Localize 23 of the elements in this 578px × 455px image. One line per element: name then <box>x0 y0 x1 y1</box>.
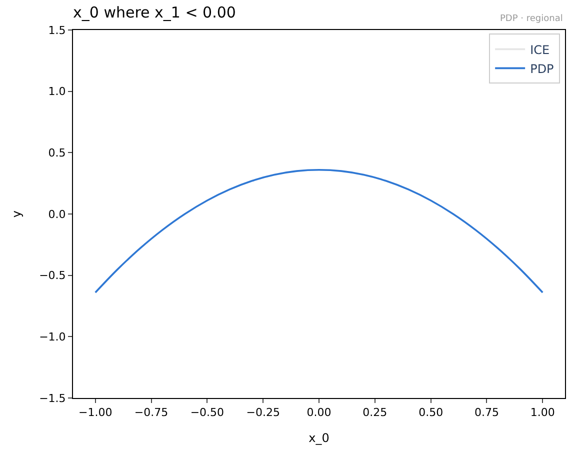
x-tick-label: 0.25 <box>362 406 388 420</box>
y-tick-label: 0.0 <box>48 208 66 221</box>
y-tick-label: 1.5 <box>48 24 66 37</box>
y-axis-title: y <box>9 210 24 218</box>
chart-title: x_0 where x_1 < 0.00 <box>73 3 236 22</box>
legend-label: PDP <box>530 62 554 76</box>
legend-label: ICE <box>530 42 550 57</box>
y-tick-label: −1.0 <box>39 330 66 344</box>
x-tick-label: −0.25 <box>246 406 280 420</box>
x-tick-label: −0.75 <box>134 406 168 420</box>
y-tick-label: −0.5 <box>39 269 66 282</box>
x-axis-title: x_0 <box>308 431 330 446</box>
x-tick-label: 0.00 <box>306 406 332 420</box>
x-tick-label: −1.00 <box>78 406 112 420</box>
y-tick-label: −1.5 <box>39 392 66 405</box>
x-tick-label: 0.50 <box>418 406 444 420</box>
x-tick-label: 1.00 <box>530 406 555 420</box>
line-series <box>94 168 544 294</box>
text: PDP · regional <box>500 14 563 24</box>
x-tick-label: 0.75 <box>474 406 499 420</box>
y-tick-label: 1.0 <box>48 85 66 98</box>
x-tick-label: −0.50 <box>190 406 224 420</box>
y-tick-label: 0.5 <box>48 146 66 160</box>
